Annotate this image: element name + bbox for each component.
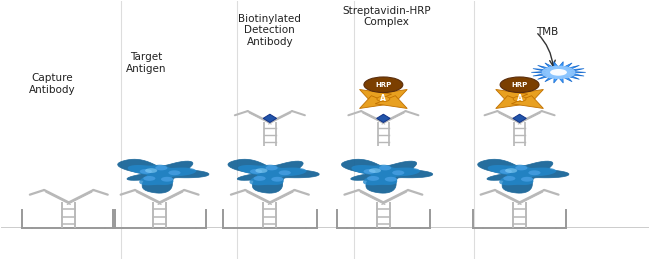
Circle shape — [521, 177, 533, 182]
Polygon shape — [118, 159, 209, 193]
Circle shape — [161, 177, 173, 182]
Circle shape — [254, 176, 266, 181]
Polygon shape — [341, 159, 433, 193]
Polygon shape — [376, 114, 390, 122]
Circle shape — [500, 169, 512, 174]
Circle shape — [379, 166, 391, 170]
Polygon shape — [488, 165, 556, 185]
Circle shape — [500, 77, 539, 93]
Text: TMB: TMB — [536, 27, 558, 37]
Circle shape — [364, 77, 403, 93]
Polygon shape — [375, 89, 407, 102]
Circle shape — [279, 170, 291, 175]
Circle shape — [155, 166, 168, 170]
Circle shape — [140, 169, 152, 174]
Polygon shape — [478, 159, 569, 193]
Text: A: A — [517, 94, 523, 103]
Polygon shape — [531, 62, 586, 83]
Polygon shape — [512, 96, 543, 108]
Polygon shape — [513, 114, 526, 122]
Circle shape — [513, 96, 526, 102]
Text: HRP: HRP — [512, 82, 528, 88]
Circle shape — [528, 170, 541, 175]
Polygon shape — [359, 89, 391, 102]
Polygon shape — [496, 89, 528, 102]
Circle shape — [505, 168, 517, 173]
Text: Capture
Antibody: Capture Antibody — [29, 73, 76, 95]
Circle shape — [266, 166, 278, 170]
Polygon shape — [496, 96, 528, 108]
Polygon shape — [352, 165, 420, 185]
Circle shape — [503, 176, 515, 181]
Circle shape — [168, 170, 181, 175]
Circle shape — [550, 69, 567, 76]
Circle shape — [363, 169, 376, 174]
Text: Biotinylated
Detection
Antibody: Biotinylated Detection Antibody — [239, 14, 302, 47]
Text: Target
Antigen: Target Antigen — [126, 53, 167, 74]
Circle shape — [255, 168, 268, 173]
Circle shape — [515, 166, 527, 170]
Polygon shape — [359, 96, 391, 108]
Circle shape — [385, 177, 397, 182]
Text: HRP: HRP — [375, 82, 391, 88]
Circle shape — [271, 177, 283, 182]
Circle shape — [367, 176, 379, 181]
Polygon shape — [127, 165, 196, 185]
Circle shape — [145, 168, 157, 173]
Circle shape — [541, 66, 575, 79]
Circle shape — [143, 176, 155, 181]
Circle shape — [369, 168, 381, 173]
Polygon shape — [263, 114, 277, 122]
Circle shape — [250, 169, 262, 174]
Polygon shape — [375, 96, 407, 108]
Polygon shape — [512, 89, 543, 102]
Text: A: A — [380, 94, 386, 103]
Polygon shape — [238, 165, 307, 185]
Polygon shape — [228, 159, 319, 193]
Text: Streptavidin-HRP
Complex: Streptavidin-HRP Complex — [343, 6, 431, 28]
Circle shape — [377, 96, 390, 102]
Circle shape — [392, 170, 404, 175]
